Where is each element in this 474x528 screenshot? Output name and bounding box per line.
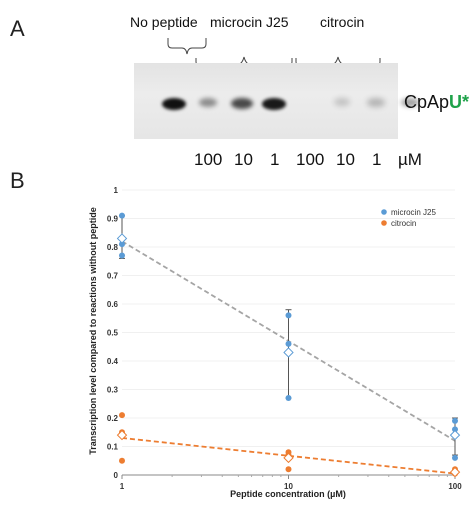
x-tick-label: 100 [448, 482, 462, 491]
y-tick-label: 0.8 [107, 243, 119, 252]
legend-marker-citrocin [381, 220, 387, 226]
y-tick-label: 0.9 [107, 215, 119, 224]
data-point-microcin-j25 [119, 252, 125, 259]
y-tick-label: 0.1 [107, 443, 119, 452]
gel-band [400, 98, 420, 108]
mean-marker-citrocin [116, 429, 128, 441]
y-tick-label: 0.6 [107, 300, 119, 309]
conc-label-5: 10 [336, 150, 355, 169]
y-tick-label: 0.5 [107, 329, 119, 338]
conc-label-1: 100 [194, 150, 223, 169]
y-tick-label: 0.7 [107, 272, 119, 281]
data-point-microcin-j25 [119, 212, 125, 219]
legend-marker-microcin-j25 [381, 209, 387, 215]
conc-label-4: 100 [296, 150, 325, 169]
product-label-u: U* [449, 92, 470, 112]
data-point-citrocin [119, 412, 125, 419]
microcin-j25-label: microcin J25 [210, 14, 289, 30]
conc-unit: µM [398, 150, 422, 169]
data-point-microcin-j25 [285, 312, 292, 319]
product-label: CpApU* [404, 92, 469, 113]
mean-marker-citrocin [449, 466, 461, 478]
data-point-microcin-j25 [285, 395, 292, 402]
data-point-citrocin [285, 466, 292, 473]
bracket-no-peptide [167, 38, 207, 55]
y-axis-label: Transcription level compared to reaction… [88, 207, 98, 455]
y-tick-label: 0.2 [107, 414, 119, 423]
x-tick-label: 1 [120, 482, 125, 491]
y-tick-label: 0.4 [107, 357, 119, 366]
gel-band [162, 98, 186, 110]
panel-b-letter: B [10, 168, 25, 193]
gel-band [231, 98, 253, 109]
gel-band [367, 98, 385, 107]
mean-marker-citrocin [283, 452, 294, 464]
conc-label-6: 1 [372, 150, 382, 169]
data-point-microcin-j25 [452, 417, 458, 424]
x-axis-label: Peptide concentration (µM) [230, 489, 346, 499]
data-point-microcin-j25 [119, 241, 125, 248]
data-point-microcin-j25 [452, 454, 458, 461]
panel-a-letter: A [10, 16, 25, 41]
product-label-prefix: CpAp [404, 92, 450, 112]
conc-label-3: 1 [270, 150, 280, 169]
mean-marker-microcin-j25 [116, 233, 128, 244]
mean-marker-microcin-j25 [449, 429, 461, 441]
gel-image [134, 63, 420, 139]
no-peptide-label: No peptide [130, 14, 198, 30]
gel-band [198, 98, 218, 108]
conc-label-2: 10 [234, 150, 253, 169]
y-tick-label: 1 [114, 186, 119, 195]
legend-label-citrocin: citrocin [391, 219, 416, 228]
gel-band [262, 98, 286, 110]
x-tick-label: 10 [284, 482, 293, 491]
citrocin-label: citrocin [320, 14, 365, 30]
gel-band [333, 98, 351, 107]
data-point-microcin-j25 [285, 340, 292, 347]
y-tick-label: 0 [114, 471, 119, 480]
y-tick-label: 0.3 [107, 386, 119, 395]
mean-marker-microcin-j25 [283, 347, 294, 358]
data-point-citrocin [119, 457, 125, 464]
legend-label-microcin-j25: microcin J25 [391, 208, 436, 217]
data-point-microcin-j25 [452, 426, 458, 433]
